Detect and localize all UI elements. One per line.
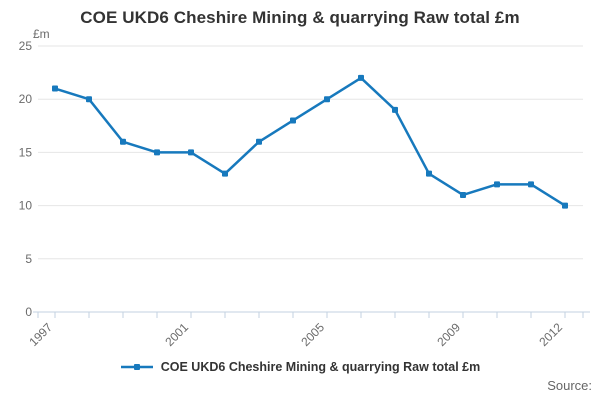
data-point[interactable]	[460, 191, 466, 198]
data-point[interactable]	[392, 106, 398, 113]
legend-label: COE UKD6 Cheshire Mining & quarrying Raw…	[160, 360, 481, 374]
data-point[interactable]	[324, 96, 330, 103]
legend-line-marker-icon	[120, 364, 153, 370]
y-axis-tick-label: 15	[19, 145, 33, 159]
chart-title: COE UKD6 Cheshire Mining & quarrying Raw…	[80, 8, 520, 27]
y-axis-tick-label: 20	[19, 92, 33, 106]
x-axis-tick-label: 2012	[536, 320, 565, 349]
x-axis-tick-label: 2009	[434, 320, 463, 349]
data-point[interactable]	[528, 181, 534, 188]
y-axis-tick-label: 0	[25, 305, 32, 319]
data-point[interactable]	[222, 170, 228, 177]
data-point[interactable]	[154, 149, 160, 156]
data-point[interactable]	[562, 202, 568, 209]
data-point[interactable]	[120, 138, 126, 145]
data-line[interactable]	[53, 76, 567, 207]
x-axis-tick-label: 1997	[26, 320, 55, 349]
data-point[interactable]	[358, 74, 364, 81]
data-point[interactable]	[86, 96, 92, 103]
source-label: Source:	[547, 378, 592, 393]
y-axis-unit-label: £m	[33, 27, 50, 41]
data-point[interactable]	[256, 138, 262, 145]
y-axis-tick-label: 5	[25, 252, 32, 266]
data-point[interactable]	[290, 117, 296, 124]
data-point[interactable]	[426, 170, 432, 177]
legend[interactable]: COE UKD6 Cheshire Mining & quarrying Raw…	[0, 360, 600, 374]
y-axis-tick-label: 10	[19, 199, 33, 213]
y-axis-tick-label: 25	[19, 39, 33, 53]
x-axis-tick-label: 2001	[162, 320, 191, 349]
x-axis-tick-label: 2005	[298, 320, 327, 349]
data-point[interactable]	[52, 85, 58, 92]
data-point[interactable]	[188, 149, 194, 156]
data-point[interactable]	[494, 181, 500, 188]
